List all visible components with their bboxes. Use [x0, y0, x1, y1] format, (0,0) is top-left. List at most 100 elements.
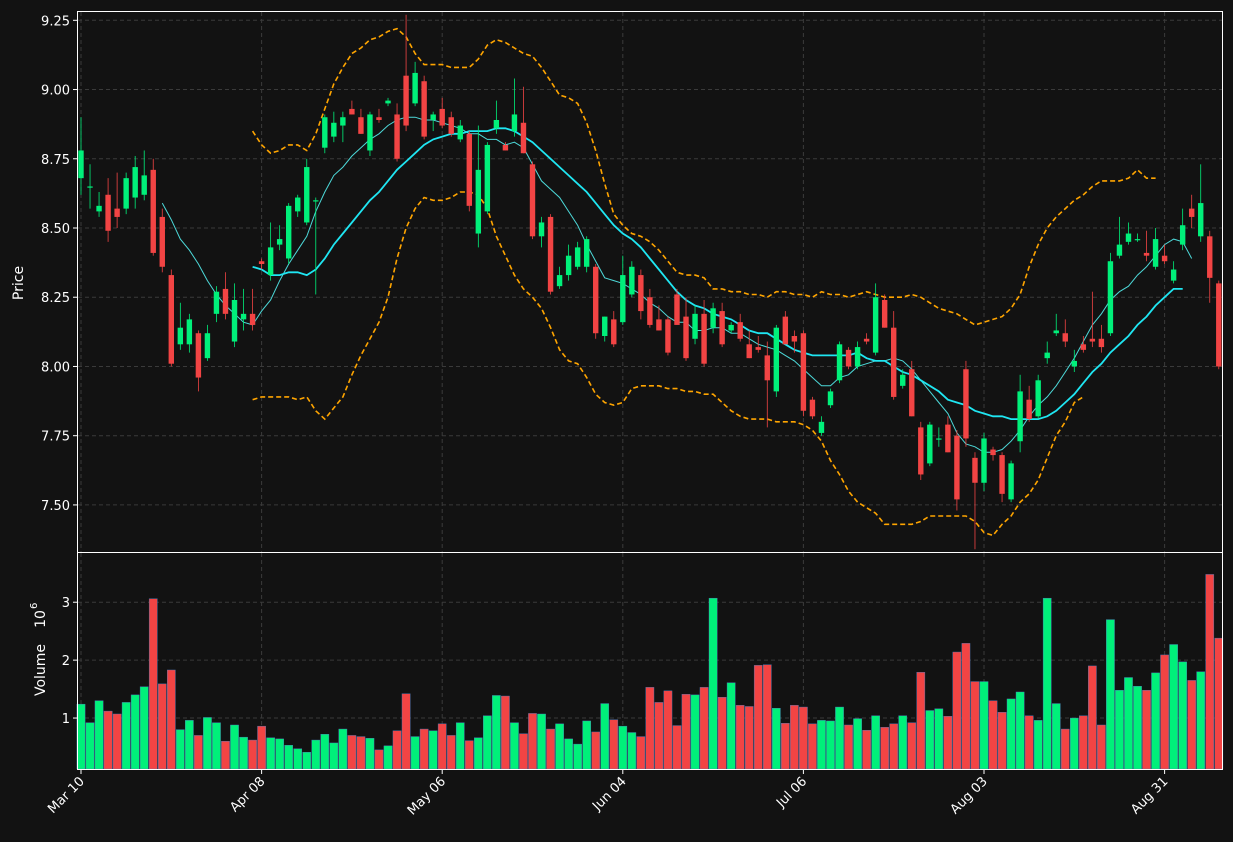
- volume-bar: [302, 752, 312, 770]
- volume-bar: [1187, 680, 1196, 770]
- candle-body: [963, 369, 969, 439]
- candle-body: [195, 333, 202, 378]
- candle-body: [547, 216, 554, 292]
- candle-body: [538, 222, 545, 237]
- candle-body: [638, 275, 644, 312]
- candle-body: [746, 344, 752, 359]
- volume-bar: [103, 710, 113, 770]
- volume-bar: [85, 722, 95, 770]
- volume-panel: [76, 552, 1224, 770]
- volume-bar: [898, 715, 908, 770]
- slow-ma-line: [252, 127, 1183, 420]
- volume-bar: [844, 724, 853, 770]
- volume-bar: [781, 723, 790, 770]
- volume-bar: [546, 728, 555, 770]
- candle-body: [87, 186, 93, 188]
- bollinger-bands: [251, 27, 1156, 537]
- candle-body: [394, 114, 400, 159]
- volume-bar: [1106, 619, 1115, 770]
- candle-body: [340, 117, 346, 126]
- volume-bar: [446, 735, 456, 770]
- price-axis-label: Price: [11, 266, 27, 300]
- candle-body: [1134, 239, 1141, 241]
- volume-bar: [1151, 672, 1160, 770]
- candle-body: [1198, 203, 1204, 237]
- candle-body: [231, 300, 238, 342]
- volume-bar: [672, 725, 682, 770]
- candle-body: [304, 167, 310, 223]
- candle-body: [1125, 233, 1132, 242]
- volume-bar: [1196, 671, 1206, 770]
- volume-bar: [230, 724, 239, 770]
- volume-bar: [464, 740, 474, 770]
- candle-body: [123, 178, 129, 209]
- candle-body: [656, 319, 662, 331]
- volume-bar: [76, 703, 86, 770]
- volume-bar: [871, 715, 880, 770]
- volume-bar: [808, 723, 817, 770]
- volume-axis-label-text: Volume: [33, 644, 49, 696]
- volume-bar: [799, 706, 808, 770]
- volume-bar: [1142, 690, 1151, 770]
- volume-bar: [1178, 661, 1187, 770]
- volume-bar: [501, 695, 510, 770]
- candle-body: [945, 424, 951, 453]
- candle-body: [773, 327, 780, 392]
- volume-bar: [130, 694, 140, 770]
- candle-body: [96, 205, 102, 212]
- candle-body: [1098, 338, 1105, 348]
- candle-body: [909, 369, 915, 417]
- price-tick-label: 9.00: [41, 84, 70, 99]
- candle-body: [439, 108, 445, 126]
- candle-body: [1035, 380, 1041, 417]
- volume-bar: [166, 669, 176, 770]
- candle-body: [900, 374, 906, 386]
- candle-body: [836, 344, 843, 381]
- candle-body: [620, 275, 626, 323]
- volume-bar: [185, 720, 194, 770]
- candle-body: [177, 327, 184, 345]
- candle-body: [701, 313, 707, 364]
- candle-body: [755, 347, 761, 350]
- volume-bar: [762, 664, 772, 770]
- volume-bar: [717, 696, 727, 770]
- candle-body: [421, 81, 427, 137]
- candle-body: [611, 319, 617, 345]
- candle-body: [1044, 352, 1050, 359]
- volume-panel-frame: [77, 552, 1223, 770]
- candle-body: [990, 449, 996, 456]
- volume-bar: [419, 728, 429, 770]
- volume-bar: [1060, 728, 1070, 770]
- volume-bar: [428, 730, 438, 770]
- volume-bar: [699, 687, 709, 770]
- volume-bar: [1033, 720, 1043, 770]
- candle-body: [854, 347, 861, 367]
- candle-body: [881, 300, 888, 328]
- volume-bar: [157, 683, 167, 770]
- volume-bar: [961, 643, 971, 770]
- candle-body: [918, 427, 924, 475]
- volume-bar: [735, 705, 745, 770]
- volume-bar: [826, 720, 835, 770]
- volume-bar: [997, 712, 1007, 770]
- candle-body: [602, 316, 608, 336]
- candle-body: [114, 208, 120, 217]
- volume-bar: [365, 738, 375, 770]
- volume-bar: [790, 705, 799, 770]
- volume-bar: [889, 723, 898, 770]
- candle-body: [331, 122, 337, 137]
- volume-bar: [1115, 690, 1124, 770]
- volume-bar: [248, 739, 257, 770]
- candle-body: [845, 349, 852, 367]
- candle-body: [466, 133, 472, 206]
- candle-body: [475, 169, 482, 234]
- upper-band-line: [251, 27, 1156, 326]
- volume-bar: [1160, 654, 1169, 770]
- volume-bar: [148, 598, 158, 770]
- candle-body: [1143, 252, 1150, 256]
- candle-body: [593, 266, 599, 334]
- candle-body: [358, 117, 364, 134]
- candle-body: [683, 316, 689, 359]
- volume-bar: [645, 687, 655, 770]
- volume-bars: [76, 574, 1224, 770]
